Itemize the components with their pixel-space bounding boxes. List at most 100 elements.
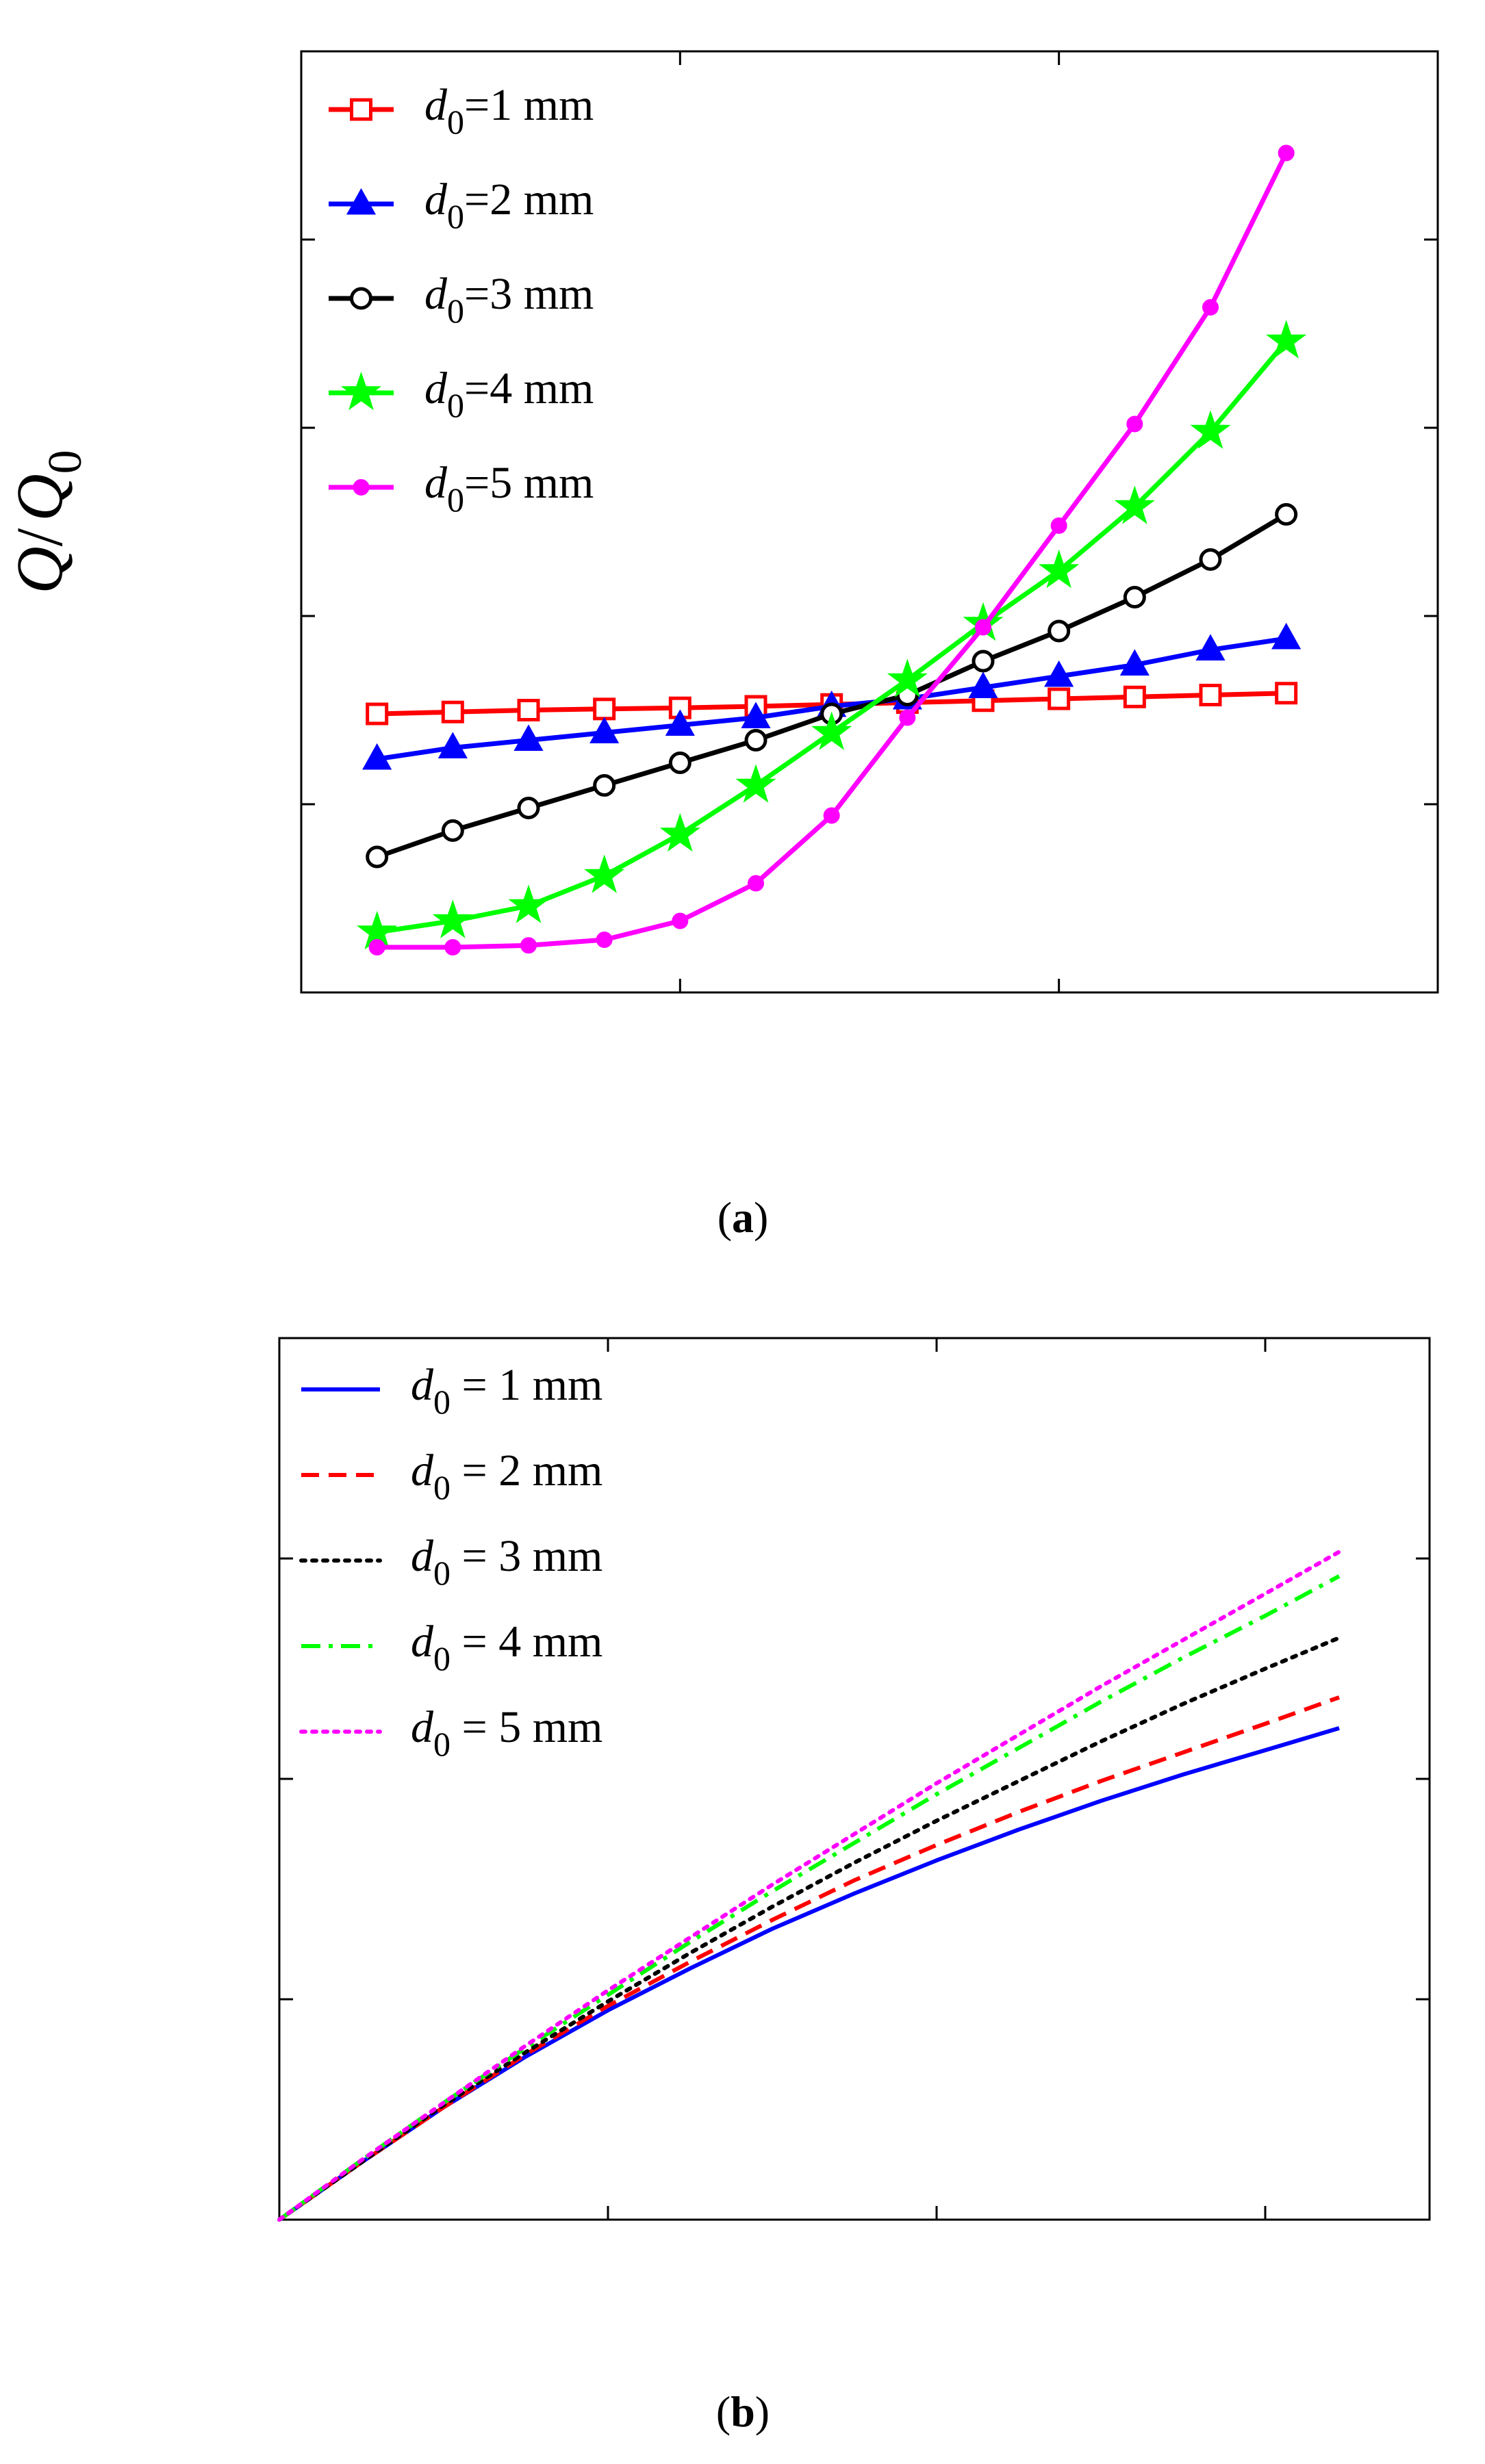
legend-label-3: d0=3 mm (424, 269, 594, 330)
data-point (1199, 684, 1222, 706)
data-point (1044, 660, 1074, 687)
data-point (1275, 682, 1298, 705)
legend-label-2: d0 = 2 mm (411, 1446, 602, 1506)
data-point (520, 937, 537, 954)
data-point (744, 729, 767, 752)
data-point (741, 702, 771, 728)
data-point (584, 854, 625, 893)
legend-text: = 4 mm (450, 1617, 602, 1667)
series-line-5 (277, 1550, 1341, 2222)
data-point (508, 884, 549, 923)
legend-text: = 1 mm (450, 1360, 602, 1410)
data-point (1123, 685, 1146, 708)
legend-var: d (424, 269, 448, 319)
series-line-4 (278, 1574, 1341, 2222)
legend-subscript: 0 (447, 292, 464, 330)
legend-var: d (424, 363, 448, 413)
legend-var: d (411, 1446, 434, 1496)
series-5 (277, 1550, 1341, 2222)
legend-var: d (424, 175, 448, 224)
data-point (1271, 622, 1302, 650)
legend-var: d (424, 80, 448, 130)
data-point (1275, 503, 1298, 526)
data-point (1039, 549, 1080, 589)
legend-label-1: d0 = 1 mm (411, 1360, 602, 1421)
legend-label-4: d0=4 mm (424, 363, 594, 424)
series-5 (368, 144, 1295, 955)
data-point (1126, 415, 1143, 433)
legend-text: = 2 mm (450, 1446, 602, 1496)
legend-text: =2 mm (464, 175, 594, 224)
legend-subscript: 0 (447, 480, 464, 519)
legend-text: =3 mm (464, 269, 594, 319)
legend-subscript: 0 (447, 386, 464, 424)
y-title-sep: / (3, 528, 76, 546)
legend-label-4: d0 = 4 mm (411, 1617, 602, 1678)
legend-marker (353, 479, 370, 496)
legend-subscript: 0 (447, 103, 464, 141)
legend-marker (350, 287, 372, 310)
data-point (1114, 485, 1155, 524)
data-point (517, 797, 540, 819)
data-point (659, 812, 700, 852)
data-point (444, 939, 461, 955)
panel-letter: a (732, 1193, 754, 1242)
data-point (437, 732, 468, 758)
data-point (593, 774, 616, 797)
legend-var: d (411, 1360, 434, 1410)
data-point (589, 717, 620, 743)
data-point (368, 939, 385, 955)
data-point (513, 724, 544, 751)
legend-subscript: 0 (433, 1554, 450, 1592)
data-point (1050, 517, 1067, 534)
legend-var: d (424, 458, 448, 508)
data-point (823, 807, 840, 824)
series-line-3 (376, 512, 1288, 860)
plot-frame (300, 50, 1439, 994)
data-point (441, 819, 464, 842)
data-point (1119, 649, 1150, 676)
data-point (362, 743, 392, 770)
series-4 (357, 320, 1307, 950)
legend-subscript: 0 (447, 197, 464, 235)
y-title-subscript: 0 (39, 450, 92, 474)
data-point (811, 711, 852, 750)
data-point (1266, 320, 1307, 359)
legend-subscript: 0 (433, 1468, 450, 1506)
legend-var: d (411, 1617, 434, 1667)
data-point (668, 752, 691, 774)
data-point (968, 671, 998, 698)
panel-label: (a) (718, 1193, 769, 1242)
legend-marker (350, 98, 372, 121)
data-point (735, 764, 776, 803)
legend-label-5: d0 = 5 mm (411, 1702, 602, 1763)
data-point (748, 875, 764, 892)
legend-text: =4 mm (464, 363, 594, 413)
legend-text: =5 mm (464, 458, 594, 508)
data-point (366, 702, 389, 726)
data-point (887, 658, 928, 697)
data-point (517, 699, 540, 721)
legend-label-1: d0=1 mm (424, 80, 594, 141)
data-point (1048, 687, 1071, 710)
legend-marker (346, 188, 377, 215)
legend-text: = 5 mm (450, 1702, 602, 1752)
data-point (1190, 410, 1231, 449)
series-line-4 (377, 339, 1289, 935)
series-line-1 (278, 1726, 1340, 2222)
legend-var: d (411, 1702, 434, 1752)
legend-label-2: d0=2 mm (424, 175, 594, 235)
data-point (1195, 634, 1226, 660)
legend-text: =1 mm (464, 80, 594, 130)
data-point (432, 899, 473, 938)
data-point (593, 697, 616, 721)
legend-label-5: d0=5 mm (424, 458, 594, 519)
data-point (899, 709, 916, 726)
data-point (1278, 144, 1295, 162)
panel-label: (b) (716, 2387, 770, 2436)
data-point (1123, 586, 1146, 608)
